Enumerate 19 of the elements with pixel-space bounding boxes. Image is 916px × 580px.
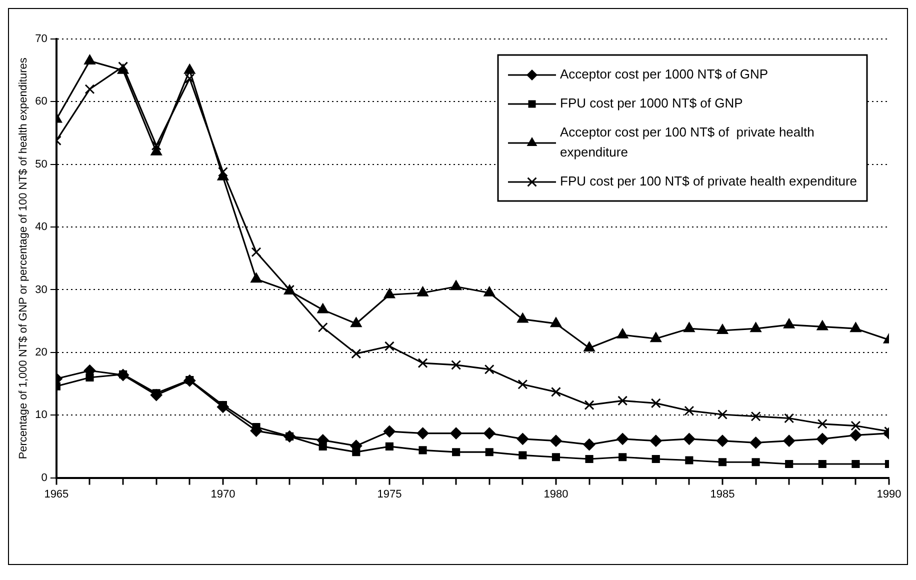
y-tick-label: 60 [35,96,48,108]
x-tick-label: 1970 [210,488,236,500]
y-tick-label: 30 [35,284,48,296]
legend-label: FPU cost per 100 NT$ of private health expenditure [560,174,858,189]
legend-label: Acceptor cost per 100 NT$ of private health expenditure [560,124,814,160]
y-tick-label: 70 [35,33,48,46]
legend-label: FPU cost per 1000 NT$ of GNP [560,96,743,111]
x-tick-label: 1980 [544,488,568,500]
x-tick-label: 1965 [44,488,69,500]
y-axis-title: Percentage of 1,000 NT$ of GNP or percentage of 100 NT$ of health expenditures [18,57,30,460]
legend-label: Acceptor cost per 1000 NT$ of GNP [560,66,768,82]
x-tick-label: 1990 [876,488,902,500]
y-tick-label: 40 [35,221,48,234]
y-tick-label: 50 [35,158,48,170]
y-tick-label: 0 [41,472,48,484]
x-tick-label: 1985 [710,488,735,500]
y-tick-label: 10 [35,409,48,422]
y-tick-label: 20 [35,346,48,358]
x-tick-label: 1975 [377,488,402,500]
